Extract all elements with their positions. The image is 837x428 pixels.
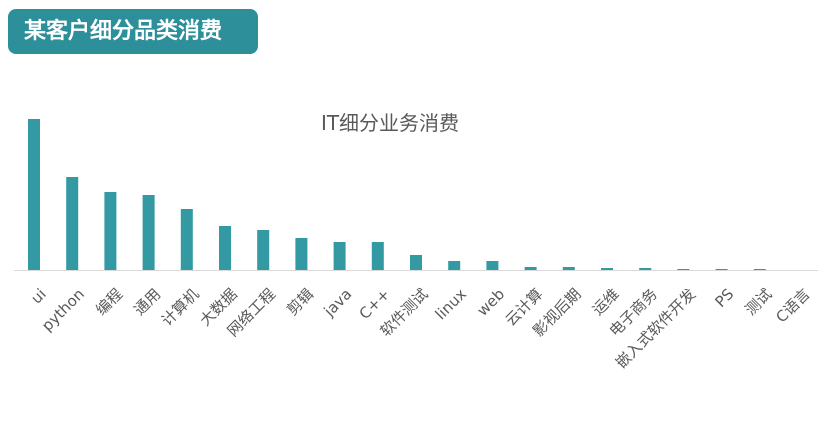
x-tick-label: PS: [711, 285, 737, 311]
x-tick-label: 测试: [742, 285, 776, 319]
x-tick-label: 计算机: [158, 285, 203, 330]
page-title: 某客户细分品类消费: [24, 19, 223, 44]
bar-9: [371, 242, 384, 270]
bar-6: [257, 230, 270, 270]
bar-13: [524, 267, 537, 270]
bar-11: [448, 261, 461, 270]
bar-2: [104, 192, 117, 270]
bar-8: [333, 242, 346, 270]
bar-group: [28, 119, 766, 270]
bar-5: [219, 226, 231, 270]
x-tick-label: C语言: [772, 285, 813, 326]
bar-17: [677, 269, 690, 270]
bar-7: [295, 238, 308, 270]
x-tick-label: linux: [432, 285, 470, 323]
page-title-badge: 某客户细分品类消费: [8, 9, 258, 54]
x-tick-label: 运维: [589, 285, 623, 319]
x-tick-label: java: [320, 285, 356, 321]
bar-15: [601, 268, 613, 270]
bar-10: [410, 255, 422, 270]
bar-14: [562, 267, 575, 270]
x-tick-label: python: [38, 285, 88, 335]
chart-title: IT细分业务消费: [321, 111, 459, 135]
x-tick-label: 编程: [92, 285, 126, 319]
bar-3: [142, 195, 155, 270]
bar-4: [180, 209, 193, 270]
x-tick-label: ui: [27, 285, 49, 307]
bar-12: [486, 261, 499, 270]
bar-0: [28, 119, 40, 270]
bar-19: [753, 269, 766, 270]
bar-1: [66, 177, 79, 270]
x-tick-label: 通用: [130, 285, 164, 319]
bar-18: [715, 269, 728, 270]
bar-16: [639, 268, 652, 270]
x-tick-label: 剪辑: [283, 285, 317, 319]
